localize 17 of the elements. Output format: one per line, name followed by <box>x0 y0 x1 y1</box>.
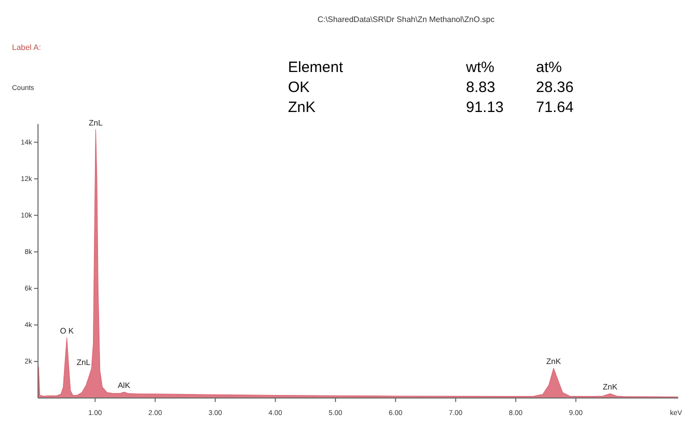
text: 71.64 <box>536 99 574 116</box>
text: ZnK <box>288 99 316 116</box>
text: at% <box>536 59 562 76</box>
annotation: ZnL <box>88 118 104 128</box>
chart-title: C:\SharedData\SR\Dr Shah\Zn Methanol\ZnO.spc <box>318 15 494 24</box>
text: 28.36 <box>536 79 574 96</box>
text: OK <box>288 79 310 96</box>
text: wt% <box>465 59 494 76</box>
annotation: AlK <box>118 380 131 390</box>
annotation: ZnK <box>602 382 618 392</box>
annotation: ZnK <box>546 357 562 366</box>
annotation: ZnL <box>76 358 91 367</box>
annotation: O K <box>60 326 74 336</box>
text: Element <box>288 59 344 76</box>
chart-subtitle: Label A: <box>12 43 41 52</box>
text: 8.83 <box>466 79 496 96</box>
text: 91.13 <box>466 99 504 116</box>
